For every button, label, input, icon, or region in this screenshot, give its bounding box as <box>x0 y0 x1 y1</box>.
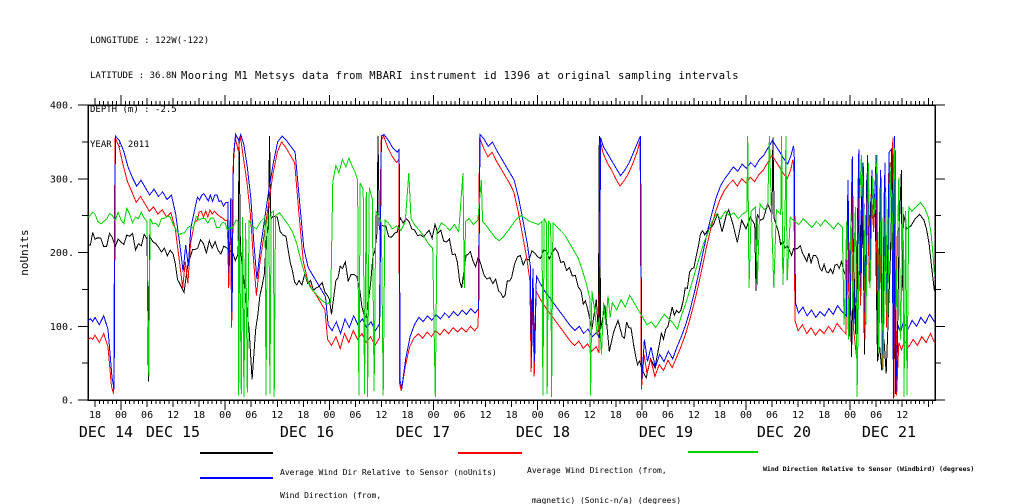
svg-text:00: 00 <box>740 410 752 421</box>
legend-line-black <box>200 452 273 454</box>
legend-label-red: Average Wind Direction (from, magnetic) … <box>527 446 681 504</box>
svg-text:00: 00 <box>844 410 856 421</box>
svg-text:00: 00 <box>323 410 335 421</box>
svg-text:00: 00 <box>532 410 544 421</box>
svg-text:06: 06 <box>766 410 778 421</box>
svg-text:12: 12 <box>584 410 596 421</box>
svg-text:12: 12 <box>375 410 387 421</box>
svg-text:300.: 300. <box>50 174 74 185</box>
legend-label-line: Wind Direction (from, <box>280 491 382 500</box>
legend-label-black: Average Wind Dir Relative to Sensor (noU… <box>280 448 497 504</box>
svg-text:noUnits: noUnits <box>18 229 31 275</box>
svg-text:12: 12 <box>271 410 283 421</box>
svg-text:18: 18 <box>193 410 205 421</box>
legend-label-line: Average Wind Direction (from, <box>527 466 667 475</box>
svg-text:18: 18 <box>89 410 101 421</box>
svg-text:06: 06 <box>454 410 466 421</box>
svg-text:00: 00 <box>115 410 127 421</box>
svg-text:DEC 15: DEC 15 <box>146 423 200 441</box>
svg-text:18: 18 <box>610 410 622 421</box>
legend-label-line: magnetic) (Sonic-n/a) (degrees) <box>527 496 682 504</box>
metadata-year: YEAR : 2011 <box>90 139 150 150</box>
svg-text:06: 06 <box>558 410 570 421</box>
legend-label-blue: Wind Direction (from, magnetic) (Windbir… <box>280 471 429 504</box>
svg-text:DEC 19: DEC 19 <box>639 423 693 441</box>
plot-title: Mooring M1 Metsys data from MBARI instru… <box>181 70 739 82</box>
svg-text:18: 18 <box>506 410 518 421</box>
svg-text:06: 06 <box>662 410 674 421</box>
svg-text:12: 12 <box>792 410 804 421</box>
svg-text:100.: 100. <box>50 322 74 333</box>
svg-text:DEC 21: DEC 21 <box>862 423 916 441</box>
metadata-latitude: LATITUDE : 36.8N <box>90 70 177 81</box>
svg-text:06: 06 <box>141 410 153 421</box>
svg-text:12: 12 <box>167 410 179 421</box>
svg-text:06: 06 <box>870 410 882 421</box>
metadata-longitude: LONGITUDE : 122W(-122) <box>90 36 210 46</box>
svg-text:12: 12 <box>688 410 700 421</box>
legend-line-blue <box>200 477 273 479</box>
svg-text:DEC 16: DEC 16 <box>280 423 334 441</box>
metadata-depth: DEPTH (m) : -2.5 <box>90 105 177 115</box>
svg-text:400.: 400. <box>50 101 74 112</box>
svg-text:00: 00 <box>636 410 648 421</box>
svg-text:12: 12 <box>896 410 908 421</box>
legend-line-green <box>688 451 758 453</box>
metadata-block: LONGITUDE : 122W(-122) LATITUDE : 36.8N … <box>90 13 209 174</box>
legend-label-line: Wind Direction Relative to Sensor (Windb… <box>763 465 975 473</box>
legend-line-red <box>458 452 522 454</box>
svg-text:DEC 18: DEC 18 <box>516 423 570 441</box>
svg-text:18: 18 <box>297 410 309 421</box>
svg-text:18: 18 <box>714 410 726 421</box>
svg-text:0.: 0. <box>62 396 74 407</box>
svg-text:00: 00 <box>219 410 231 421</box>
svg-text:00: 00 <box>427 410 439 421</box>
svg-text:06: 06 <box>245 410 257 421</box>
legend-label-line: Average Wind Dir Relative to Sensor (noU… <box>280 468 497 477</box>
svg-text:06: 06 <box>349 410 361 421</box>
svg-text:DEC 14: DEC 14 <box>79 423 133 441</box>
svg-text:12: 12 <box>480 410 492 421</box>
svg-text:DEC 17: DEC 17 <box>396 423 450 441</box>
svg-text:18: 18 <box>401 410 413 421</box>
legend-label-green: Wind Direction Relative to Sensor (Windb… <box>763 449 974 489</box>
svg-text:18: 18 <box>818 410 830 421</box>
svg-text:DEC 20: DEC 20 <box>757 423 811 441</box>
svg-text:200.: 200. <box>50 248 74 259</box>
